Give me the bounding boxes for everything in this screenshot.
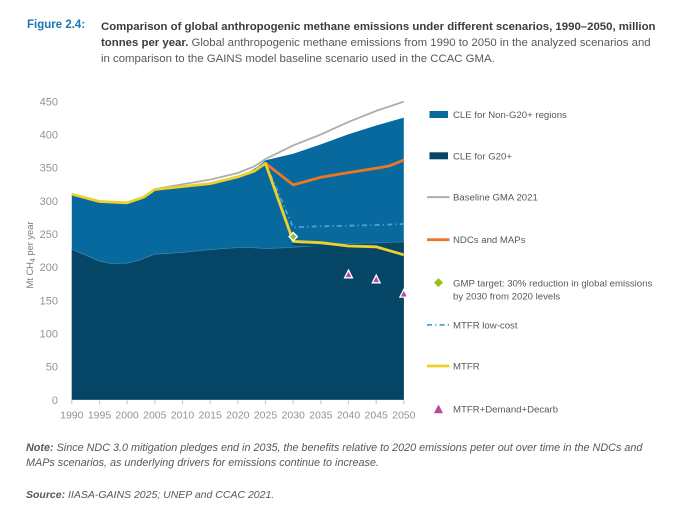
svg-text:450: 450 (40, 96, 58, 108)
svg-text:NDCs and MAPs: NDCs and MAPs (453, 235, 526, 246)
svg-text:2045: 2045 (365, 410, 389, 422)
svg-text:100: 100 (40, 329, 58, 341)
svg-text:MTFR+Demand+Decarb: MTFR+Demand+Decarb (453, 405, 558, 416)
svg-text:350: 350 (40, 163, 58, 175)
svg-text:2015: 2015 (199, 410, 223, 422)
svg-text:1990: 1990 (60, 410, 84, 422)
svg-text:MTFR: MTFR (453, 362, 480, 373)
svg-text:by 2030 from 2020 levels: by 2030 from 2020 levels (453, 291, 560, 302)
svg-text:300: 300 (40, 196, 58, 208)
svg-text:2010: 2010 (171, 410, 195, 422)
svg-text:50: 50 (46, 362, 58, 374)
svg-text:2030: 2030 (282, 410, 306, 422)
svg-text:200: 200 (40, 262, 58, 274)
svg-text:2005: 2005 (143, 410, 167, 422)
svg-text:400: 400 (40, 130, 58, 142)
svg-text:GMP target: 30% reduction in g: GMP target: 30% reduction in global emis… (453, 278, 652, 289)
svg-text:2020: 2020 (226, 410, 250, 422)
svg-text:0: 0 (52, 395, 58, 407)
svg-text:CLE for G20+: CLE for G20+ (453, 151, 512, 162)
svg-text:Baseline GMA 2021: Baseline GMA 2021 (453, 193, 538, 204)
svg-text:2050: 2050 (392, 410, 416, 422)
svg-text:150: 150 (40, 295, 58, 307)
svg-text:2025: 2025 (254, 410, 278, 422)
svg-text:2000: 2000 (115, 410, 139, 422)
svg-text:CLE for Non-G20+ regions: CLE for Non-G20+ regions (453, 110, 567, 121)
svg-text:Mt CH4 per year: Mt CH4 per year (25, 222, 37, 289)
svg-text:MTFR low-cost: MTFR low-cost (453, 320, 518, 331)
svg-text:2035: 2035 (309, 410, 333, 422)
svg-text:2040: 2040 (337, 410, 361, 422)
svg-text:1995: 1995 (88, 410, 112, 422)
svg-text:250: 250 (40, 229, 58, 241)
